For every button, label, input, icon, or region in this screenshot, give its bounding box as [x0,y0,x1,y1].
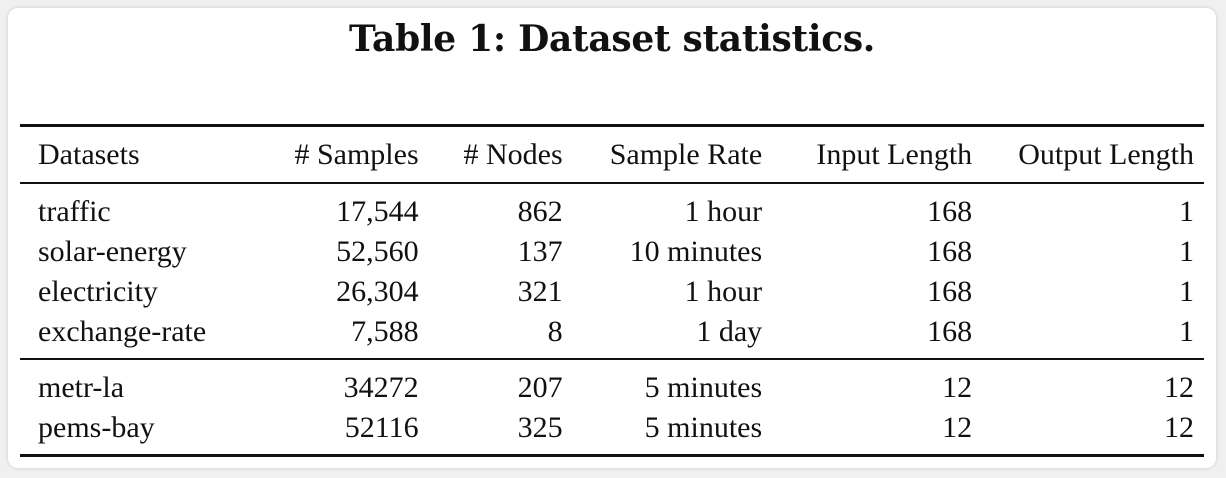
table-group-1: traffic 17,544 862 1 hour 168 1 solar-en… [20,183,1204,359]
cell-sample-rate: 1 day [696,315,763,348]
column-header-datasets: Datasets [38,137,140,171]
cell-input-length: 168 [927,195,973,228]
cell-input-length: 12 [942,411,973,444]
cell-output-length: 12 [1164,411,1194,444]
table-group-2: metr-la 34272 207 5 minutes 12 12 pems-b… [20,359,1204,456]
cell-dataset: traffic [38,195,111,228]
table-caption: Table 1: Dataset statistics. [348,18,876,60]
cell-nodes: 325 [517,411,563,444]
cell-nodes: 207 [517,371,563,404]
cell-sample-rate: 1 hour [684,275,763,308]
cell-samples: 34272 [343,371,419,404]
cell-nodes: 8 [547,315,563,348]
cell-samples: 7,588 [351,315,419,348]
cell-nodes: 137 [517,235,563,268]
cell-nodes: 862 [517,195,563,228]
cell-dataset: electricity [38,275,158,308]
cell-samples: 52,560 [336,235,419,268]
cell-sample-rate: 1 hour [684,195,763,228]
cell-output-length: 1 [1179,235,1194,268]
cell-input-length: 168 [927,275,973,308]
cell-samples: 17,544 [336,195,419,228]
column-header-nodes: # Nodes [463,137,563,171]
cell-dataset: pems-bay [38,411,155,444]
table-row: metr-la 34272 207 5 minutes 12 12 [20,359,1204,408]
cell-dataset: exchange-rate [38,315,207,348]
cell-output-length: 1 [1179,315,1194,348]
dataset-statistics-table: Datasets # Samples # Nodes Sample Rate I… [20,124,1204,457]
column-header-output-length: Output Length [1018,137,1194,171]
column-header-input-length: Input Length [816,137,973,171]
cell-input-length: 12 [942,371,973,404]
table-row: pems-bay 52116 325 5 minutes 12 12 [20,408,1204,456]
cell-sample-rate: 5 minutes [644,371,763,404]
cell-samples: 52116 [344,411,419,444]
cell-sample-rate: 10 minutes [629,235,763,268]
cell-dataset: solar-energy [38,235,187,268]
cell-output-length: 12 [1164,371,1194,404]
table-card: Table 1: Dataset statistics. Datasets # … [8,8,1216,468]
cell-output-length: 1 [1179,275,1194,308]
table-row: solar-energy 52,560 137 10 minutes 168 1 [20,232,1204,272]
cell-input-length: 168 [927,235,973,268]
cell-sample-rate: 5 minutes [644,411,763,444]
table-row: traffic 17,544 862 1 hour 168 1 [20,183,1204,232]
table-row: electricity 26,304 321 1 hour 168 1 [20,272,1204,312]
cell-output-length: 1 [1179,195,1194,228]
column-header-sample-rate: Sample Rate [609,137,763,171]
header-row: Datasets # Samples # Nodes Sample Rate I… [20,125,1204,183]
cell-samples: 26,304 [336,275,419,308]
cell-dataset: metr-la [38,371,125,404]
column-header-samples: # Samples [294,137,419,171]
cell-input-length: 168 [927,315,973,348]
cell-nodes: 321 [517,275,563,308]
table-row: exchange-rate 7,588 8 1 day 168 1 [20,312,1204,359]
